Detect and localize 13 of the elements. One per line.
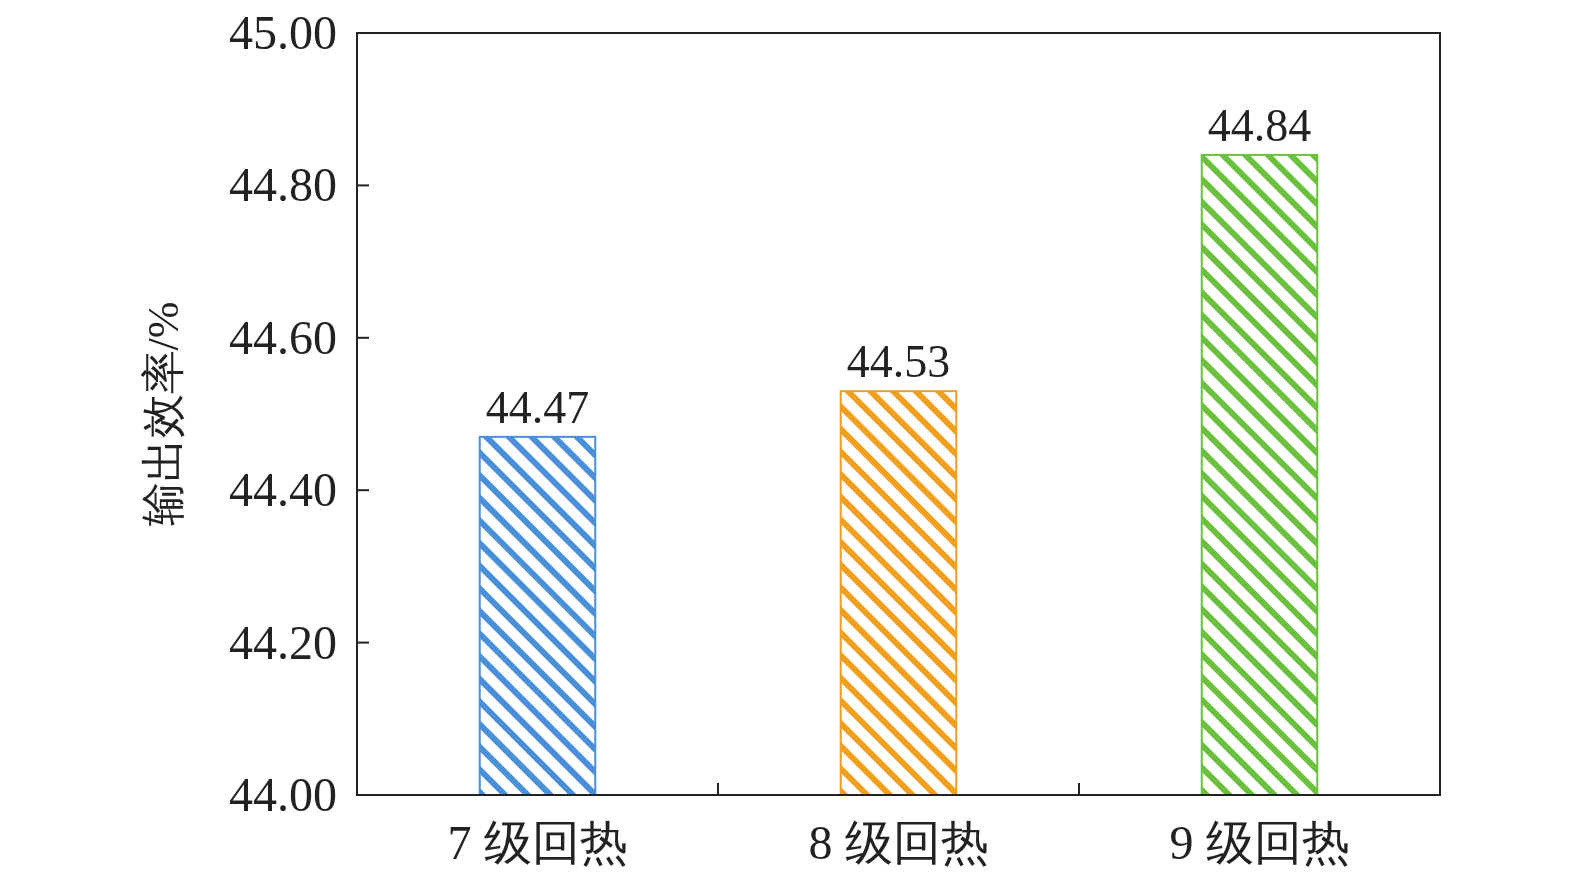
- data-label: 44.53: [846, 336, 951, 388]
- y-axis-title: 输出效率/%: [139, 301, 188, 527]
- data-label: 44.84: [1207, 99, 1312, 151]
- y-tick-label: 44.60: [229, 310, 337, 364]
- y-tick-label: 44.40: [229, 463, 337, 517]
- data-label: 44.47: [485, 381, 590, 433]
- x-tick-label: 7 级回热: [447, 816, 628, 869]
- x-tick-label: 9 级回热: [1169, 816, 1350, 869]
- y-tick-label: 44.20: [229, 615, 337, 669]
- y-tick-label: 44.00: [229, 768, 337, 821]
- y-tick-label: 44.80: [229, 158, 337, 212]
- x-tick-label: 8 级回热: [808, 816, 989, 869]
- y-tick-label: 45.00: [229, 6, 337, 59]
